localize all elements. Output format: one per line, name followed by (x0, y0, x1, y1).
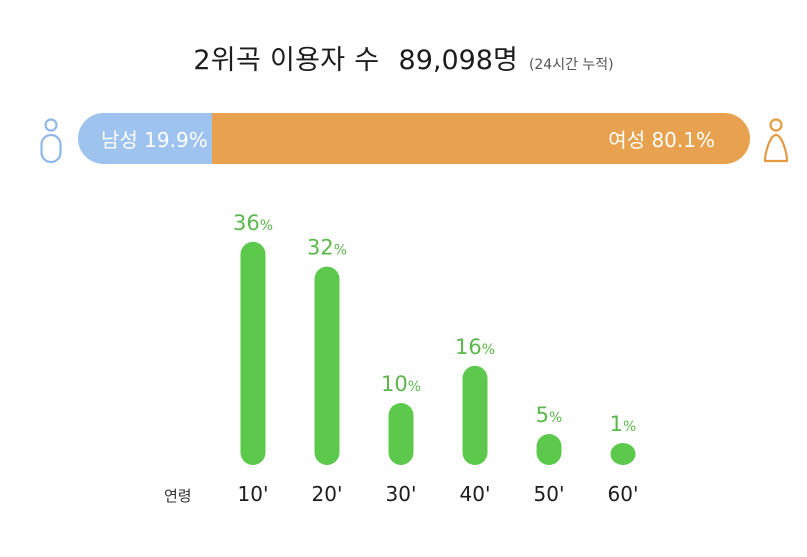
bar-50 (536, 434, 562, 465)
x-tick-label: 40' (460, 482, 491, 506)
male-person-icon (40, 118, 62, 164)
female-share-segment: 여성 80.1% (211, 113, 750, 164)
bar-10 (240, 241, 266, 465)
age-distribution-chart: 36% 10' 32% 20' 10% 30' 16% 40' 5% 50' 1% 60' (233, 211, 639, 506)
data-label: 32% (307, 236, 347, 260)
bar-20 (314, 266, 340, 465)
x-tick-label: 50' (534, 482, 565, 506)
data-label: 10% (381, 372, 421, 396)
x-tick-label: 20' (312, 482, 343, 506)
data-label: 1% (610, 412, 637, 436)
bar-40 (462, 365, 488, 465)
x-tick-label: 60' (608, 482, 639, 506)
x-tick-label: 30' (386, 482, 417, 506)
chart-title: 2위곡 이용자 수 89,098명 (24시간 누적) (0, 38, 807, 77)
data-label: 16% (455, 335, 495, 359)
gender-ratio-bar: 남성 19.9% 여성 80.1% (78, 113, 750, 164)
bar-30 (388, 403, 414, 465)
user-count: 89,098명 (398, 45, 518, 76)
female-person-icon (763, 118, 789, 163)
title-subtitle: (24시간 누적) (528, 57, 614, 73)
title-text: 2위곡 이용자 수 (193, 45, 380, 76)
male-share-segment: 남성 19.9% (78, 113, 212, 164)
male-share-label: 남성 19.9% (101, 128, 208, 152)
bar-60 (610, 443, 636, 465)
x-axis-label: 연령 (164, 487, 192, 505)
data-label: 36% (233, 211, 273, 235)
x-tick-label: 10' (238, 482, 269, 506)
female-share-label: 여성 80.1% (608, 128, 715, 152)
data-label: 5% (536, 403, 563, 427)
